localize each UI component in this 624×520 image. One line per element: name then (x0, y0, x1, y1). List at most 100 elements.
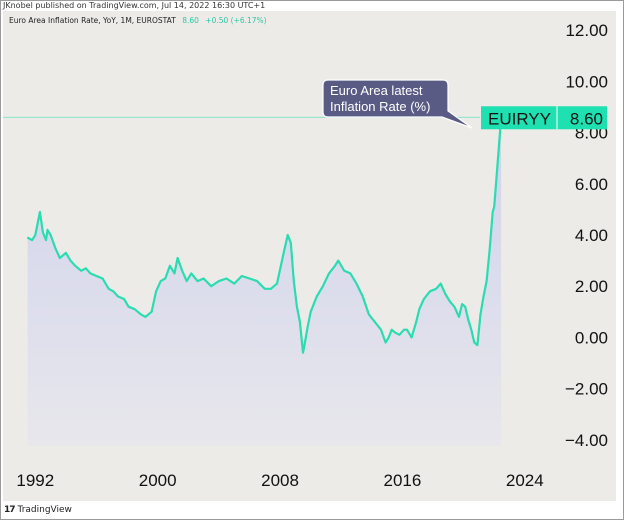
data-point (473, 341, 475, 344)
data-point (453, 306, 455, 308)
data-point (196, 280, 199, 282)
data-point (464, 306, 466, 308)
data-point (117, 295, 119, 297)
data-point (155, 290, 157, 292)
data-point (293, 280, 295, 282)
data-point (374, 321, 376, 323)
data-point (123, 298, 125, 300)
y-tick-label: −2.00 (565, 380, 608, 399)
data-point (54, 247, 56, 249)
tradingview-mark-icon: 17 (4, 505, 15, 515)
callout-line-2: Inflation Rate (%) (330, 99, 430, 114)
data-point (316, 295, 318, 297)
data-point (80, 270, 82, 272)
data-point (398, 334, 400, 336)
x-tick-label: 2016 (384, 471, 422, 490)
data-point (169, 265, 171, 267)
data-point (307, 326, 309, 328)
publisher-text: JKnobel published on TradingView.com, Ju… (3, 1, 266, 10)
data-point (486, 280, 488, 282)
data-point (112, 290, 114, 292)
data-point (177, 257, 179, 259)
data-point (69, 260, 72, 262)
data-point (385, 341, 387, 344)
data-point (449, 300, 451, 303)
data-point (495, 185, 497, 187)
price-tag-symbol: EUIRYY (488, 109, 551, 128)
data-point (34, 234, 36, 236)
data-point (296, 306, 298, 308)
data-point (458, 316, 460, 318)
data-point (343, 270, 345, 272)
data-point (303, 344, 306, 346)
data-point (31, 239, 33, 241)
data-point (27, 237, 29, 239)
data-point (302, 352, 304, 354)
data-point (140, 313, 142, 315)
data-point (225, 277, 228, 280)
tradingview-logo[interactable]: 17 TradingView (4, 505, 72, 515)
data-point (128, 306, 130, 308)
data-point (233, 283, 235, 285)
data-point (151, 311, 153, 313)
data-point (59, 257, 61, 259)
data-point (39, 211, 41, 213)
data-point (411, 336, 413, 338)
data-point (74, 265, 76, 267)
x-tick-label: 2008 (261, 471, 299, 490)
legend-title: Euro Area Inflation Rate, YoY, 1M, EUROS… (9, 16, 176, 25)
data-point (248, 277, 251, 280)
data-point (144, 316, 146, 318)
data-point (102, 277, 104, 280)
data-point (173, 272, 176, 274)
y-tick-label: 4.00 (575, 226, 608, 245)
data-point (210, 285, 212, 287)
data-point (256, 280, 258, 282)
data-point (287, 234, 289, 236)
y-tick-label: 2.00 (575, 277, 608, 296)
y-tick-label: 12.00 (565, 21, 608, 40)
x-tick-label: 1992 (16, 471, 54, 490)
data-point (415, 321, 417, 323)
data-point (299, 321, 301, 323)
data-point (492, 211, 494, 213)
data-point (270, 288, 272, 290)
data-point (493, 206, 495, 208)
data-point (322, 285, 324, 287)
data-point (391, 329, 393, 331)
data-point (337, 260, 339, 262)
data-point (89, 272, 91, 274)
data-point (406, 329, 408, 331)
data-point (65, 252, 67, 254)
data-point (241, 275, 243, 277)
data-point (476, 344, 478, 346)
data-point (190, 272, 192, 274)
data-point (181, 270, 183, 272)
data-point (362, 295, 364, 297)
y-tick-label: 10.00 (565, 72, 608, 91)
data-point (46, 229, 49, 231)
data-point (108, 288, 110, 290)
data-point (435, 288, 437, 290)
tradingview-brand: TradingView (17, 505, 72, 515)
data-point (50, 234, 52, 236)
data-point (440, 283, 442, 285)
data-point (310, 311, 312, 313)
data-point (42, 231, 44, 233)
data-point (470, 329, 472, 331)
y-tick-label: 0.00 (575, 328, 608, 347)
data-point (380, 329, 382, 331)
data-point (423, 298, 425, 300)
data-point (282, 254, 284, 257)
data-point (418, 308, 420, 310)
series-area-fill (27, 117, 502, 447)
data-point (429, 290, 431, 292)
data-point (85, 267, 87, 269)
price-tag-background (481, 106, 607, 130)
data-point (134, 308, 136, 310)
data-point (186, 280, 188, 282)
data-point (264, 288, 266, 290)
data-point (479, 313, 482, 315)
price-tag-value: 8.60 (570, 109, 603, 128)
data-point (164, 277, 166, 280)
